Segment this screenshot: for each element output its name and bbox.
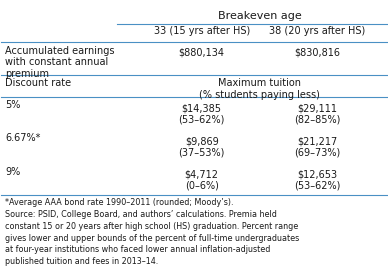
Text: 5%: 5%	[5, 101, 21, 111]
Text: $12,653
(53–62%): $12,653 (53–62%)	[294, 169, 340, 191]
Text: $9,869
(37–53%): $9,869 (37–53%)	[178, 136, 225, 158]
Text: $880,134: $880,134	[179, 48, 225, 58]
Text: $4,712
(0–6%): $4,712 (0–6%)	[185, 169, 219, 191]
Text: $830,816: $830,816	[294, 48, 340, 58]
Text: 9%: 9%	[5, 167, 21, 176]
Text: Accumulated earnings
with constant annual
premium: Accumulated earnings with constant annua…	[5, 46, 115, 79]
Text: 33 (15 yrs after HS): 33 (15 yrs after HS)	[154, 27, 250, 36]
Text: Breakeven age: Breakeven age	[218, 11, 301, 21]
Text: Discount rate: Discount rate	[5, 78, 71, 88]
Text: 6.67%*: 6.67%*	[5, 134, 41, 143]
Text: *Average AAA bond rate 1990–2011 (rounded; Moody’s).
Source: PSID, College Board: *Average AAA bond rate 1990–2011 (rounde…	[5, 198, 300, 266]
Text: $29,111
(82–85%): $29,111 (82–85%)	[294, 103, 340, 125]
Text: $14,385
(53–62%): $14,385 (53–62%)	[178, 103, 225, 125]
Text: Maximum tuition
(% students paying less): Maximum tuition (% students paying less)	[199, 78, 320, 100]
Text: 38 (20 yrs after HS): 38 (20 yrs after HS)	[269, 27, 365, 36]
Text: $21,217
(69–73%): $21,217 (69–73%)	[294, 136, 340, 158]
